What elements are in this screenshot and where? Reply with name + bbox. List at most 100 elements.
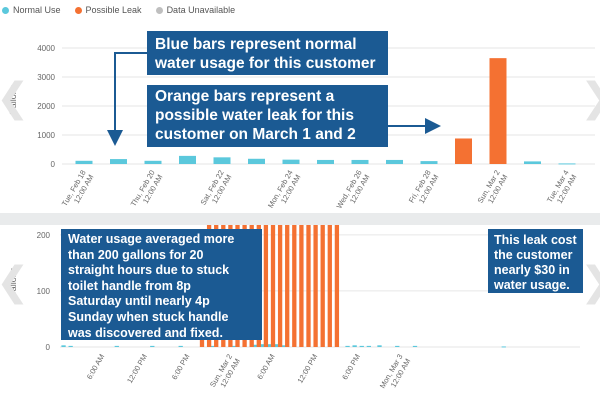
callout-line: Orange bars represent a	[155, 88, 335, 105]
y-tick-label: 200	[37, 231, 51, 240]
chevron-left-icon[interactable]: ❮	[0, 78, 30, 118]
blue-bars-callout: Blue bars represent normal water usage f…	[147, 31, 388, 75]
normal-bar	[248, 158, 265, 164]
orange-bars-callout: Orange bars represent a possible water l…	[147, 85, 388, 147]
normal-bar	[420, 161, 438, 164]
callout-line: straight hours due to stuck	[68, 263, 230, 278]
x-tick-label: 12:00 PM	[295, 353, 319, 385]
leak-bar	[270, 217, 276, 347]
normal-bar	[179, 155, 196, 164]
legend-item-data-unavailable[interactable]: Data Unavailable	[155, 5, 236, 15]
legend-label: Possible Leak	[85, 5, 142, 15]
callout-line: toilet handle from 8p	[68, 278, 191, 293]
y-tick-label: 0	[46, 343, 51, 352]
normal-bar	[150, 345, 155, 347]
x-tick-label: Sun, Mar 212:00 AM	[208, 353, 242, 394]
x-tick-label: Sun, Mar 212:00 AM	[476, 169, 510, 210]
x-tick-label: Tue, Feb 1812:00 AM	[60, 169, 96, 213]
x-tick-line: 6:00 PM	[170, 353, 192, 382]
y-tick-label: 0	[51, 160, 56, 169]
callout-line: possible water leak for this	[155, 107, 354, 124]
x-tick-label: Wed, Feb 2612:00 AM	[335, 169, 372, 215]
x-tick-label: 6:00 PM	[340, 353, 362, 382]
leak-bar	[285, 220, 290, 347]
callout-line: water usage for this customer	[155, 55, 376, 72]
chart-legend: Normal Use Possible Leak Data Unavailabl…	[2, 3, 249, 17]
normal-bar	[412, 345, 418, 347]
x-tick-label: Sat, Feb 2212:00 AM	[199, 169, 234, 212]
leak-bar	[320, 220, 325, 347]
normal-bar	[317, 159, 334, 164]
x-tick-label: Fri, Feb 2812:00 AM	[407, 169, 441, 209]
y-axis-label: Gallons	[8, 267, 18, 298]
callout-line: water usage.	[494, 278, 570, 292]
legend-item-normal-use[interactable]: Normal Use	[2, 5, 61, 15]
normal-bar	[213, 157, 231, 164]
x-tick-label: 6:00 PM	[170, 353, 192, 382]
normal-bar	[75, 160, 93, 164]
chevron-left-icon[interactable]: ❮	[0, 262, 30, 302]
x-tick-label: Mon, Feb 2412:00 AM	[266, 169, 303, 214]
possible-leak-dot-icon	[74, 6, 82, 14]
callout-line: Water usage averaged more	[68, 232, 235, 246]
callout-line: This leak cost	[494, 233, 577, 247]
chevron-right-icon[interactable]: ❯	[580, 262, 600, 302]
y-axis-label: Gallons	[8, 84, 18, 115]
leak-bar	[292, 220, 297, 347]
callout-line: Blue bars represent normal	[155, 36, 357, 53]
leak-bar	[299, 220, 304, 347]
normal-bar	[524, 161, 541, 164]
normal-bar	[366, 345, 371, 347]
legend-label: Data Unavailable	[166, 5, 236, 15]
normal-bar	[253, 344, 258, 347]
leak-bar	[277, 219, 283, 347]
y-tick-label: 100	[37, 287, 51, 296]
x-tick-label: 6:00 AM	[85, 353, 107, 381]
chevron-right-icon[interactable]: ❯	[580, 78, 600, 118]
x-tick-label: Mon, Mar 312:00 AM	[378, 353, 413, 395]
x-tick-line: 12:00 PM	[295, 353, 319, 385]
leak-bar	[313, 221, 318, 347]
y-tick-label: 3000	[37, 73, 55, 82]
normal-bar	[281, 345, 286, 347]
normal-bar	[231, 345, 237, 347]
normal-bar	[114, 345, 119, 347]
normal-bar	[61, 345, 66, 347]
callout-line: nearly $30 in	[494, 263, 570, 277]
normal-bar	[386, 159, 403, 164]
y-tick-label: 4000	[37, 44, 55, 53]
average-usage-callout: Water usage averaged more than 200 gallo…	[61, 229, 262, 340]
leak-bar	[455, 138, 472, 164]
x-tick-line: 6:00 PM	[340, 353, 362, 382]
normal-bar	[274, 344, 279, 347]
normal-bar	[210, 345, 215, 347]
y-tick-label: 1000	[37, 131, 55, 140]
legend-item-possible-leak[interactable]: Possible Leak	[74, 5, 142, 15]
leak-bar	[334, 222, 340, 347]
callout-line: the customer	[494, 248, 573, 262]
normal-bar	[501, 346, 506, 348]
normal-bar	[260, 344, 265, 347]
leak-bar	[489, 58, 507, 164]
normal-bar	[267, 344, 272, 347]
x-tick-label: 12:00 PM	[125, 353, 149, 385]
normal-bar	[68, 345, 73, 347]
leak-bar	[327, 222, 332, 347]
callout-line: than 200 gallons for 20	[68, 247, 204, 262]
x-tick-line: 12:00 PM	[125, 353, 149, 385]
normal-use-dot-icon	[2, 6, 9, 14]
x-tick-line: 6:00 AM	[255, 353, 277, 381]
leak-bar	[263, 215, 269, 347]
data-unavailable-dot-icon	[155, 6, 163, 14]
normal-bar	[282, 159, 300, 164]
normal-bar	[178, 345, 183, 347]
x-tick-line: 6:00 AM	[85, 353, 107, 381]
normal-bar	[359, 345, 364, 347]
callout-line: Sunday when stuck handle	[68, 309, 229, 324]
leak-bar	[306, 222, 311, 347]
x-tick-label: Thu, Feb 2012:00 AM	[129, 169, 165, 213]
leak-cost-callout: This leak cost the customer nearly $30 i…	[488, 229, 583, 293]
x-tick-label: 6:00 AM	[255, 353, 277, 381]
y-tick-label: 2000	[37, 102, 55, 111]
